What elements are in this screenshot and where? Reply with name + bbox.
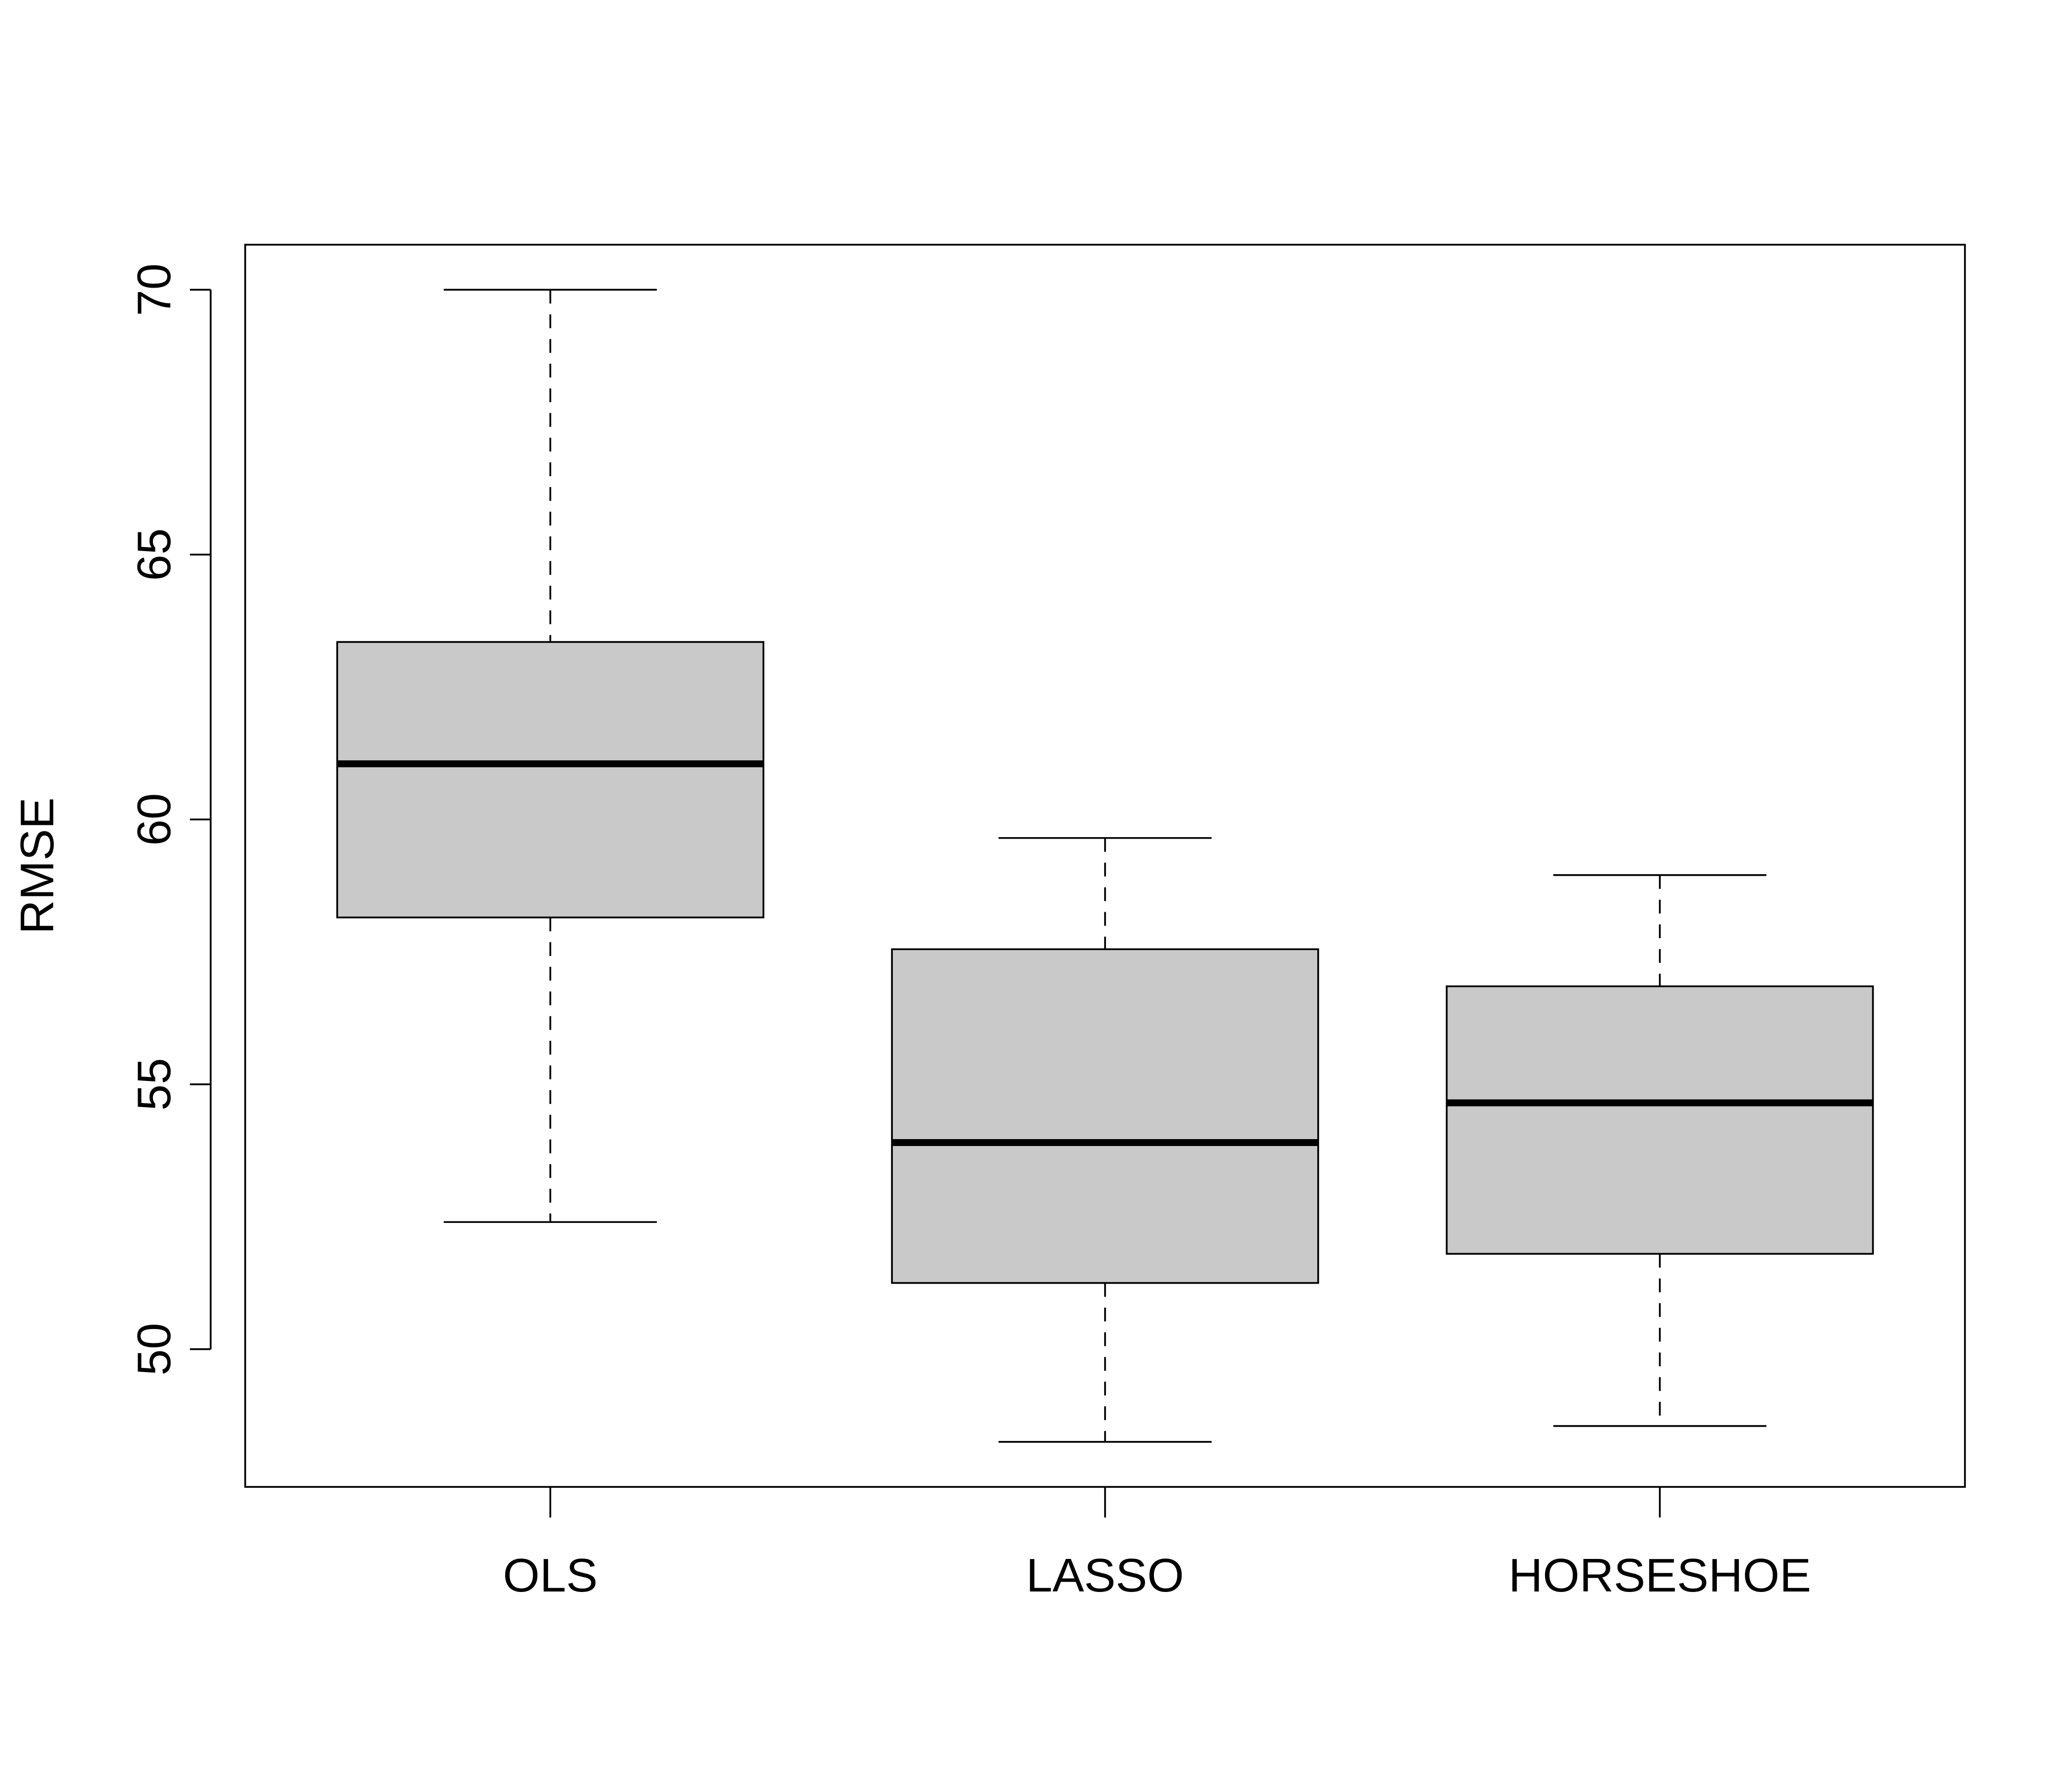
x-tick-label: LASSO <box>1026 1549 1184 1602</box>
y-tick-label: 50 <box>128 1323 181 1375</box>
iqr-box <box>891 948 1319 1284</box>
iqr-box <box>1445 985 1874 1255</box>
plot-frame <box>244 244 1966 1488</box>
y-axis: 50 55 60 65 70 <box>128 263 212 1375</box>
box-lasso <box>891 837 1319 1443</box>
box-ols <box>336 289 765 1223</box>
iqr-box <box>336 641 765 919</box>
plot-area <box>336 289 1874 1443</box>
x-axis: OLS LASSO HORSESHOE <box>503 1487 1811 1602</box>
x-tick-label: OLS <box>503 1549 597 1602</box>
box-horseshoe <box>1445 874 1874 1427</box>
y-tick-label: 65 <box>128 528 181 581</box>
y-tick-label: 60 <box>128 793 181 846</box>
x-tick-label: HORSESHOE <box>1509 1549 1811 1602</box>
y-axis-title: RMSE <box>11 797 64 934</box>
y-tick-label: 70 <box>128 263 181 316</box>
y-tick-label: 55 <box>128 1058 181 1111</box>
